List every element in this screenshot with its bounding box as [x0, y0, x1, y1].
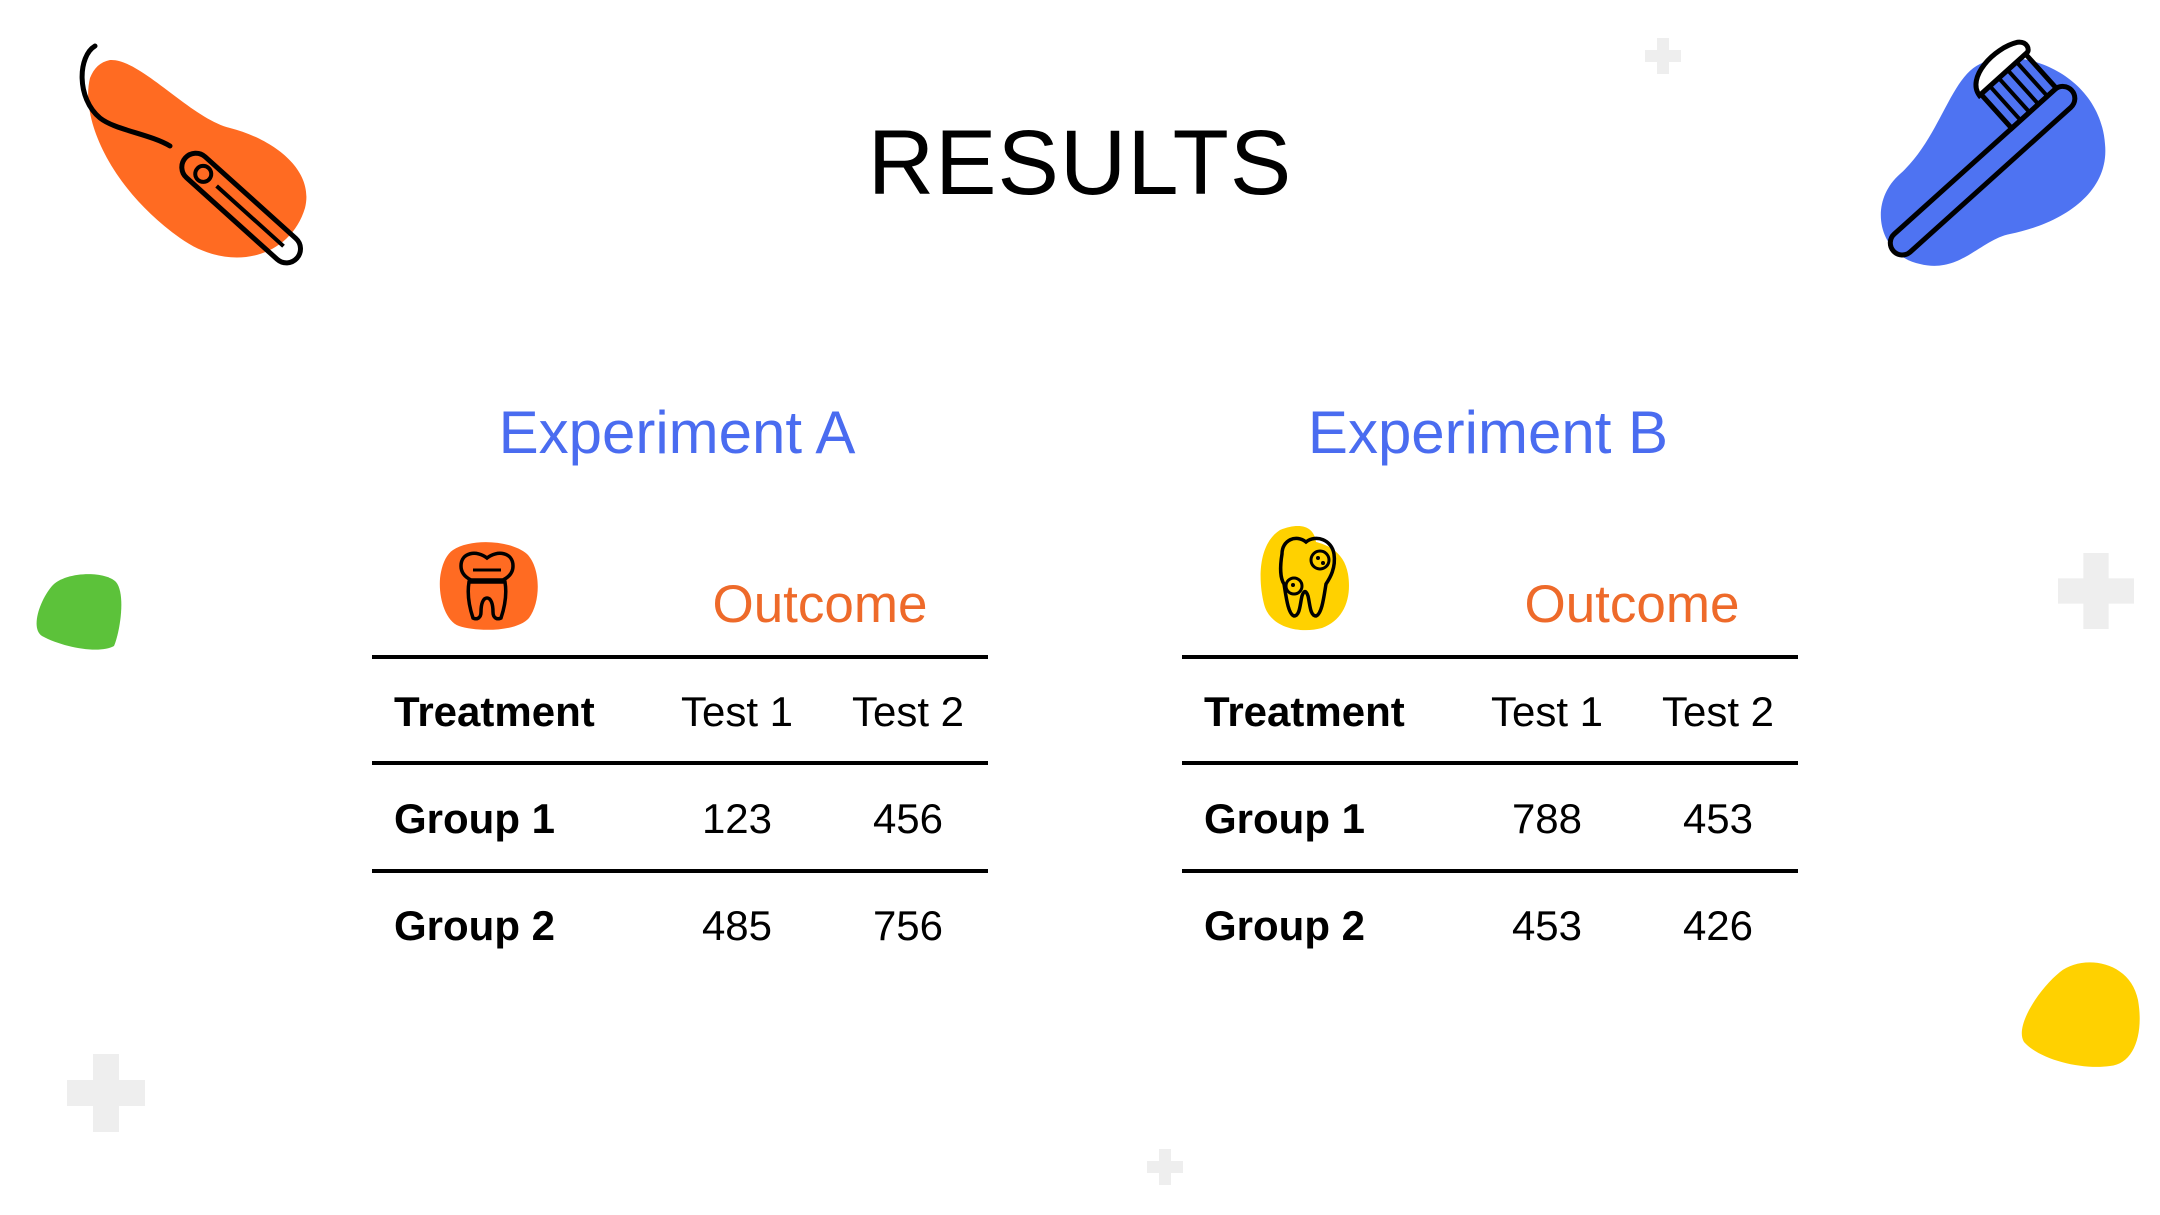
- table-b-header-test1: Test 1: [1490, 688, 1604, 735]
- table-b-header-row: Treatment Test 1 Test 2: [1182, 686, 1798, 738]
- plus-icon: [67, 1054, 145, 1132]
- table-row: Group 2 453 426: [1182, 900, 1798, 952]
- table-b-row2-test1: 453: [1511, 902, 1583, 949]
- table-a-row2-test2: 756: [872, 902, 944, 949]
- table-a-row2-group: Group 2: [394, 902, 556, 949]
- experiment-b-title: Experiment B: [1307, 399, 1669, 466]
- plus-icon: [2058, 553, 2134, 629]
- table-a-row2-test1: 485: [701, 902, 773, 949]
- table-b-rule-row1: [1182, 869, 1798, 873]
- table-a-header-test2: Test 2: [851, 688, 965, 735]
- table-b-row1-test2: 453: [1682, 795, 1754, 842]
- decayed-tooth-icon: [1260, 526, 1349, 631]
- table-b-row2-group: Group 2: [1204, 902, 1366, 949]
- table-b-row2-test2: 426: [1682, 902, 1754, 949]
- table-a-rule-header: [372, 761, 988, 765]
- page-title: RESULTS: [867, 112, 1293, 214]
- table-b-header-treatment: Treatment: [1204, 688, 1405, 735]
- plus-icon: [1645, 38, 1681, 74]
- plus-icon: [1147, 1149, 1183, 1185]
- table-b-header-test2: Test 2: [1661, 688, 1775, 735]
- table-row: Group 1 123 456: [372, 793, 988, 845]
- table-a-rule-top: [372, 655, 988, 659]
- table-a-row1-test2: 456: [872, 795, 944, 842]
- yellow-blob: [2021, 962, 2140, 1067]
- table-a-row1-test1: 123: [701, 795, 773, 842]
- tooth-crown-icon: [439, 542, 538, 630]
- dental-mirror-icon: [79, 43, 307, 266]
- outcome-label-a: Outcome: [712, 575, 928, 634]
- table-a-header-test1: Test 1: [680, 688, 794, 735]
- toothbrush-icon: [1880, 39, 2106, 266]
- table-a-row1-group: Group 1: [394, 795, 556, 842]
- table-a-header-treatment: Treatment: [394, 688, 595, 735]
- green-blob: [36, 574, 122, 650]
- table-a-header-row: Treatment Test 1 Test 2: [372, 686, 988, 738]
- table-b-row1-test1: 788: [1511, 795, 1583, 842]
- table-a-rule-row1: [372, 869, 988, 873]
- table-b-row1-group: Group 1: [1204, 795, 1366, 842]
- experiment-a-title: Experiment A: [498, 399, 856, 466]
- table-row: Group 1 788 453: [1182, 793, 1798, 845]
- table-b-rule-top: [1182, 655, 1798, 659]
- table-row: Group 2 485 756: [372, 900, 988, 952]
- table-b-rule-header: [1182, 761, 1798, 765]
- outcome-label-b: Outcome: [1524, 575, 1740, 634]
